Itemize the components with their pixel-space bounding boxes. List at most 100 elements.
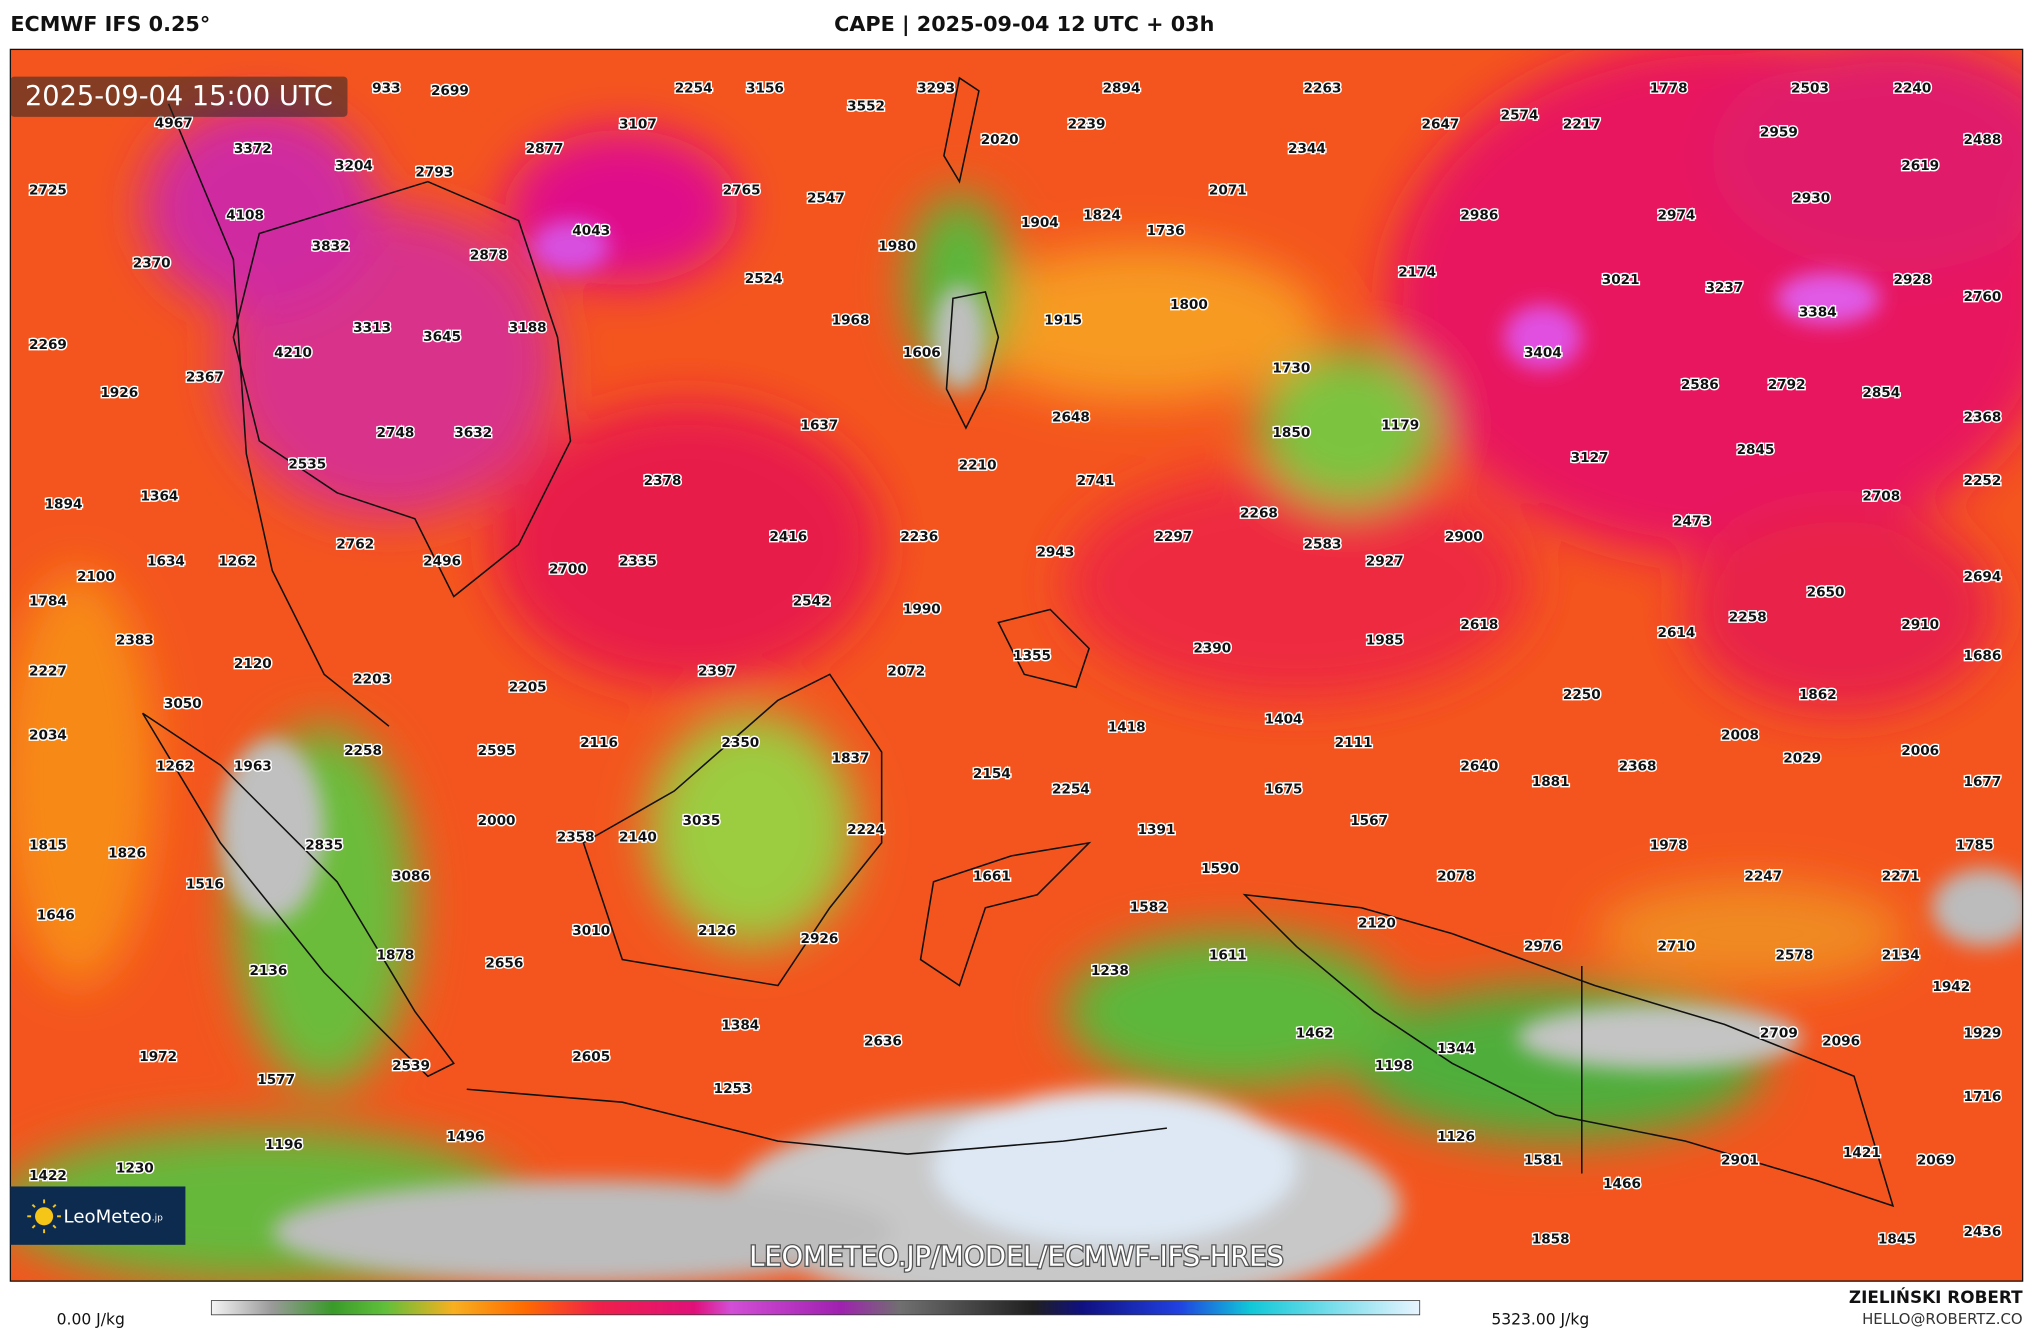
cape-value: 1800	[1170, 297, 1208, 313]
cape-value: 1824	[1083, 207, 1121, 223]
cape-value: 2247	[1744, 869, 1782, 885]
cape-value: 1253	[714, 1081, 752, 1097]
cape-value: 2203	[353, 672, 391, 688]
cape-value: 2614	[1658, 625, 1696, 641]
cape-value: 1716	[1963, 1089, 2001, 1105]
cape-value: 2854	[1862, 385, 1900, 401]
cape-value: 1815	[29, 837, 67, 853]
cape-value: 1972	[139, 1049, 177, 1065]
cape-value: 1963	[234, 758, 272, 774]
cape-value: 1990	[903, 602, 941, 618]
cape-value: 1862	[1799, 687, 1837, 703]
cape-value: 2126	[698, 923, 736, 939]
cape-value: 2174	[1398, 264, 1436, 280]
cape-value: 2111	[1335, 735, 1373, 751]
cape-value: 2367	[186, 369, 224, 385]
cape-value: 1422	[29, 1168, 67, 1184]
cape-value: 1926	[100, 385, 138, 401]
cape-value: 1567	[1350, 813, 1388, 829]
cape-value: 2636	[864, 1033, 902, 1049]
cape-value: 2254	[1052, 782, 1090, 798]
cape-value: 1845	[1878, 1232, 1916, 1248]
author: ZIELIŃSKI ROBERT	[1849, 1286, 2023, 1307]
cape-value: 2006	[1901, 743, 1939, 759]
cape-value: 2269	[29, 337, 67, 353]
cape-value: 1894	[45, 496, 83, 512]
cape-value: 3404	[1524, 345, 1562, 361]
colorbar-ramp	[210, 1300, 1421, 1316]
cape-value: 1418	[1108, 719, 1146, 735]
colorbar-max: 5323.00 J/kg	[1491, 1311, 1589, 1329]
cape-value: 2595	[478, 743, 516, 759]
cape-value: 3156	[746, 80, 784, 96]
cape-value: 2154	[973, 766, 1011, 782]
cape-value: 3204	[335, 158, 373, 174]
cape-value: 2910	[1901, 617, 1939, 633]
cape-value: 1262	[156, 758, 194, 774]
cape-value: 2473	[1673, 513, 1711, 529]
colorbar	[210, 1300, 1421, 1316]
cape-value: 4108	[226, 207, 264, 223]
cape-value: 2792	[1768, 377, 1806, 393]
cape-value: 2976	[1524, 939, 1562, 955]
cape-value: 1384	[721, 1018, 759, 1034]
cape-value: 2878	[470, 248, 508, 264]
cape-value: 2240	[1893, 80, 1931, 96]
cape-value: 1661	[973, 869, 1011, 885]
cape-value: 3050	[164, 696, 202, 712]
cape-value: 3632	[454, 425, 492, 441]
cape-value: 2378	[644, 473, 682, 489]
cape-value: 2254	[675, 80, 713, 96]
valid-time: 2025-09-04 15:00 UTC	[25, 81, 333, 112]
cape-value: 1736	[1147, 223, 1185, 239]
cape-value: 2535	[288, 456, 326, 472]
cape-value: 2974	[1658, 207, 1696, 223]
cape-value: 3552	[847, 98, 885, 114]
cape-value: 2699	[431, 83, 469, 99]
cape-value: 2741	[1077, 473, 1115, 489]
cape-value: 1198	[1375, 1058, 1413, 1074]
cape-value: 1344	[1437, 1041, 1475, 1057]
cape-value: 1391	[1138, 822, 1176, 838]
cape-value: 2136	[249, 963, 287, 979]
cape-value: 1516	[186, 876, 224, 892]
chart-title: CAPE | 2025-09-04 12 UTC + 03h	[834, 12, 1214, 37]
cape-value: 1126	[1437, 1129, 1475, 1145]
cape-value: 1421	[1843, 1145, 1881, 1161]
cape-value: 2930	[1792, 190, 1830, 206]
cape-value: 3188	[509, 320, 547, 336]
cape-value: 1826	[108, 845, 146, 861]
logo-suffix: .jp	[152, 1213, 163, 1223]
cape-value: 4043	[572, 223, 610, 239]
cape-value: 1634	[147, 554, 185, 570]
cape-value: 1404	[1265, 712, 1303, 728]
cape-value: 1466	[1603, 1176, 1641, 1192]
cape-value: 1577	[257, 1072, 295, 1088]
cape-value: 2297	[1154, 529, 1192, 545]
cape-value: 2120	[234, 656, 272, 672]
cape-value: 4210	[274, 345, 312, 361]
cape-value: 1784	[29, 594, 67, 610]
cape-value: 2648	[1052, 410, 1090, 426]
coastlines	[141, 76, 1895, 1208]
cape-value: 2709	[1760, 1025, 1798, 1041]
logo-name: LeoMeteo	[64, 1207, 152, 1228]
cape-value: 2618	[1460, 617, 1498, 633]
cape-value: 2760	[1963, 289, 2001, 305]
cape-value: 2694	[1963, 569, 2001, 585]
cape-value: 2344	[1288, 141, 1326, 157]
cape-value: 1985	[1366, 633, 1404, 649]
cape-value: 2000	[478, 813, 516, 829]
cape-value: 2496	[423, 554, 461, 570]
cape-value: 2224	[847, 822, 885, 838]
cape-value: 2900	[1445, 529, 1483, 545]
cape-value: 3832	[312, 238, 350, 254]
cape-value: 1462	[1296, 1025, 1334, 1041]
cape-value: 2236	[900, 529, 938, 545]
cape-value: 2700	[549, 561, 587, 577]
cape-value: 1677	[1963, 774, 2001, 790]
cape-value: 2072	[887, 664, 925, 680]
cape-value: 1929	[1963, 1025, 2001, 1041]
cape-value: 2071	[1209, 183, 1247, 199]
